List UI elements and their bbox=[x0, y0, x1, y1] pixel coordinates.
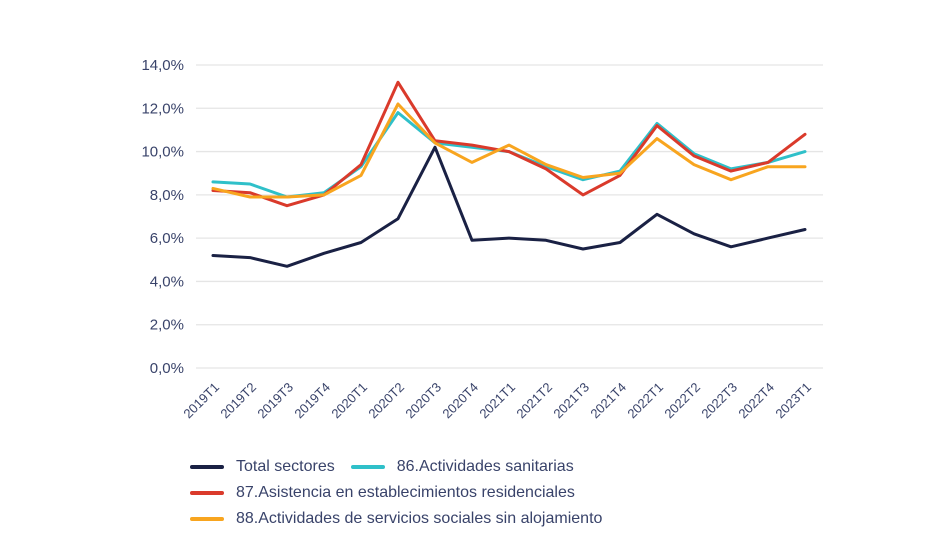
x-tick-label: 2022T3 bbox=[698, 380, 740, 422]
x-tick-label: 2021T2 bbox=[513, 380, 555, 422]
y-tick-label: 2,0% bbox=[150, 317, 184, 334]
legend-row-1: Total sectores 86.Actividades sanitarias bbox=[190, 458, 602, 476]
series-line-3 bbox=[211, 102, 807, 199]
y-tick-label: 10,0% bbox=[141, 144, 184, 161]
x-tick-label: 2021T4 bbox=[587, 380, 629, 422]
x-tick-label: 2020T1 bbox=[328, 380, 370, 422]
series-line-0 bbox=[211, 145, 807, 268]
y-tick-label: 8,0% bbox=[150, 187, 184, 204]
x-tick-label: 2019T3 bbox=[254, 380, 296, 422]
x-tick-label: 2022T2 bbox=[661, 380, 703, 422]
x-tick-label: 2022T4 bbox=[735, 380, 777, 422]
x-tick-label: 2019T1 bbox=[180, 380, 222, 422]
legend-label-actividades-sanitarias: 86.Actividades sanitarias bbox=[396, 458, 574, 475]
legend-label-total-sectores: Total sectores bbox=[236, 458, 335, 475]
legend-swatch-servicios-sociales bbox=[190, 517, 224, 521]
legend-label-asistencia-residenciales: 87.Asistencia en establecimientos reside… bbox=[236, 484, 575, 501]
legend-row-3: 88.Actividades de servicios sociales sin… bbox=[190, 510, 602, 528]
legend-swatch-total-sectores bbox=[190, 465, 224, 469]
y-tick-label: 14,0% bbox=[141, 57, 184, 74]
legend-item-actividades-sanitarias: 86.Actividades sanitarias bbox=[350, 458, 574, 476]
series-line-2 bbox=[211, 80, 807, 208]
chart-legend: Total sectores 86.Actividades sanitarias… bbox=[190, 458, 602, 528]
legend-label-servicios-sociales: 88.Actividades de servicios sociales sin… bbox=[236, 510, 603, 527]
x-tick-label: 2021T1 bbox=[476, 380, 518, 422]
x-tick-label: 2019T2 bbox=[217, 380, 259, 422]
y-tick-label: 0,0% bbox=[150, 360, 184, 377]
x-tick-label: 2023T1 bbox=[772, 380, 814, 422]
series-line-1 bbox=[211, 111, 807, 199]
x-tick-label: 2020T2 bbox=[365, 380, 407, 422]
legend-swatch-actividades-sanitarias bbox=[350, 465, 385, 469]
x-tick-label: 2019T4 bbox=[291, 380, 333, 422]
legend-item-asistencia-residenciales: 87.Asistencia en establecimientos reside… bbox=[190, 484, 575, 502]
legend-item-total-sectores: Total sectores bbox=[190, 458, 335, 476]
x-tick-label: 2022T1 bbox=[624, 380, 666, 422]
legend-row-2: 87.Asistencia en establecimientos reside… bbox=[190, 484, 602, 502]
legend-item-servicios-sociales: 88.Actividades de servicios sociales sin… bbox=[190, 510, 602, 528]
y-tick-label: 4,0% bbox=[150, 273, 184, 290]
legend-swatch-asistencia-residenciales bbox=[190, 491, 224, 495]
x-tick-label: 2020T4 bbox=[439, 380, 481, 422]
x-tick-label: 2020T3 bbox=[402, 380, 444, 422]
y-tick-label: 6,0% bbox=[150, 230, 184, 247]
x-tick-label: 2021T3 bbox=[550, 380, 592, 422]
y-tick-label: 12,0% bbox=[141, 100, 184, 117]
